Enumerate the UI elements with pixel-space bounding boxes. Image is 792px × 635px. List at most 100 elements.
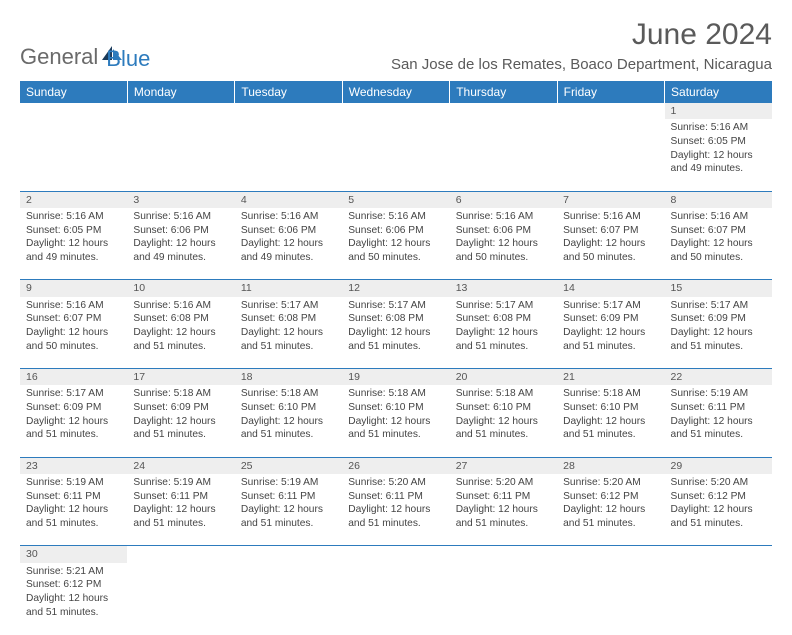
daylight-line: Daylight: 12 hours and 50 minutes. xyxy=(671,237,766,265)
daylight-line: Daylight: 12 hours and 51 minutes. xyxy=(241,503,336,531)
day-number: 7 xyxy=(557,191,664,208)
day-number: 15 xyxy=(665,280,772,297)
calendar-cell xyxy=(557,563,664,635)
daylight-line: Daylight: 12 hours and 51 minutes. xyxy=(348,415,443,443)
sunset-line: Sunset: 6:11 PM xyxy=(348,490,443,504)
daylight-line: Daylight: 12 hours and 51 minutes. xyxy=(133,503,228,531)
day-number: 5 xyxy=(342,191,449,208)
calendar-week-row: Sunrise: 5:21 AMSunset: 6:12 PMDaylight:… xyxy=(20,563,772,635)
daynum-row: 16171819202122 xyxy=(20,369,772,386)
sunrise-line: Sunrise: 5:16 AM xyxy=(133,299,228,313)
sunrise-line: Sunrise: 5:20 AM xyxy=(456,476,551,490)
calendar-cell: Sunrise: 5:20 AMSunset: 6:12 PMDaylight:… xyxy=(557,474,664,546)
day-number: 21 xyxy=(557,369,664,386)
calendar-cell: Sunrise: 5:18 AMSunset: 6:10 PMDaylight:… xyxy=(342,385,449,457)
calendar-cell xyxy=(235,119,342,191)
sunset-line: Sunset: 6:11 PM xyxy=(26,490,121,504)
daylight-line: Daylight: 12 hours and 49 minutes. xyxy=(671,149,766,177)
sunrise-line: Sunrise: 5:20 AM xyxy=(563,476,658,490)
calendar-cell: Sunrise: 5:18 AMSunset: 6:10 PMDaylight:… xyxy=(450,385,557,457)
calendar-week-row: Sunrise: 5:19 AMSunset: 6:11 PMDaylight:… xyxy=(20,474,772,546)
daylight-line: Daylight: 12 hours and 50 minutes. xyxy=(348,237,443,265)
sunrise-line: Sunrise: 5:17 AM xyxy=(671,299,766,313)
day-number: 4 xyxy=(235,191,342,208)
weekday-header: Sunday xyxy=(20,81,127,103)
sunset-line: Sunset: 6:09 PM xyxy=(26,401,121,415)
calendar-cell: Sunrise: 5:17 AMSunset: 6:08 PMDaylight:… xyxy=(342,297,449,369)
day-number xyxy=(127,546,234,563)
day-number: 30 xyxy=(20,546,127,563)
sunrise-line: Sunrise: 5:21 AM xyxy=(26,565,121,579)
calendar-cell xyxy=(450,563,557,635)
daylight-line: Daylight: 12 hours and 50 minutes. xyxy=(26,326,121,354)
sunset-line: Sunset: 6:10 PM xyxy=(348,401,443,415)
sunset-line: Sunset: 6:12 PM xyxy=(26,578,121,592)
logo: General Blue xyxy=(20,28,150,70)
day-number: 2 xyxy=(20,191,127,208)
calendar-cell: Sunrise: 5:17 AMSunset: 6:08 PMDaylight:… xyxy=(450,297,557,369)
weekday-header-row: SundayMondayTuesdayWednesdayThursdayFrid… xyxy=(20,81,772,103)
day-number: 10 xyxy=(127,280,234,297)
weekday-header: Tuesday xyxy=(235,81,342,103)
sunset-line: Sunset: 6:10 PM xyxy=(241,401,336,415)
daylight-line: Daylight: 12 hours and 50 minutes. xyxy=(563,237,658,265)
calendar-cell: Sunrise: 5:19 AMSunset: 6:11 PMDaylight:… xyxy=(127,474,234,546)
day-number: 8 xyxy=(665,191,772,208)
sunset-line: Sunset: 6:08 PM xyxy=(348,312,443,326)
calendar-cell: Sunrise: 5:17 AMSunset: 6:09 PMDaylight:… xyxy=(665,297,772,369)
calendar-cell: Sunrise: 5:17 AMSunset: 6:09 PMDaylight:… xyxy=(557,297,664,369)
sunrise-line: Sunrise: 5:18 AM xyxy=(563,387,658,401)
daylight-line: Daylight: 12 hours and 51 minutes. xyxy=(348,503,443,531)
calendar-week-row: Sunrise: 5:17 AMSunset: 6:09 PMDaylight:… xyxy=(20,385,772,457)
sunset-line: Sunset: 6:09 PM xyxy=(563,312,658,326)
logo-word-general: General xyxy=(20,44,98,70)
day-number: 23 xyxy=(20,457,127,474)
sunset-line: Sunset: 6:08 PM xyxy=(456,312,551,326)
calendar-cell: Sunrise: 5:16 AMSunset: 6:06 PMDaylight:… xyxy=(450,208,557,280)
sunset-line: Sunset: 6:10 PM xyxy=(563,401,658,415)
calendar-week-row: Sunrise: 5:16 AMSunset: 6:05 PMDaylight:… xyxy=(20,119,772,191)
sunset-line: Sunset: 6:11 PM xyxy=(671,401,766,415)
day-number: 18 xyxy=(235,369,342,386)
calendar-cell: Sunrise: 5:19 AMSunset: 6:11 PMDaylight:… xyxy=(20,474,127,546)
sunset-line: Sunset: 6:06 PM xyxy=(241,224,336,238)
sunrise-line: Sunrise: 5:17 AM xyxy=(563,299,658,313)
daylight-line: Daylight: 12 hours and 51 minutes. xyxy=(456,415,551,443)
sunset-line: Sunset: 6:09 PM xyxy=(671,312,766,326)
calendar-cell: Sunrise: 5:18 AMSunset: 6:10 PMDaylight:… xyxy=(235,385,342,457)
day-number: 28 xyxy=(557,457,664,474)
title-block: June 2024 San Jose de los Remates, Boaco… xyxy=(391,18,772,73)
calendar-cell: Sunrise: 5:16 AMSunset: 6:06 PMDaylight:… xyxy=(342,208,449,280)
location-subtitle: San Jose de los Remates, Boaco Departmen… xyxy=(391,56,772,73)
day-number: 14 xyxy=(557,280,664,297)
day-number: 17 xyxy=(127,369,234,386)
day-number: 27 xyxy=(450,457,557,474)
sunrise-line: Sunrise: 5:16 AM xyxy=(671,210,766,224)
calendar-cell: Sunrise: 5:16 AMSunset: 6:07 PMDaylight:… xyxy=(20,297,127,369)
sunrise-line: Sunrise: 5:19 AM xyxy=(133,476,228,490)
daylight-line: Daylight: 12 hours and 51 minutes. xyxy=(133,415,228,443)
calendar-cell: Sunrise: 5:18 AMSunset: 6:10 PMDaylight:… xyxy=(557,385,664,457)
sunrise-line: Sunrise: 5:18 AM xyxy=(241,387,336,401)
sunrise-line: Sunrise: 5:17 AM xyxy=(241,299,336,313)
sunrise-line: Sunrise: 5:16 AM xyxy=(671,121,766,135)
day-number xyxy=(557,103,664,119)
calendar-cell xyxy=(20,119,127,191)
calendar-cell xyxy=(235,563,342,635)
sunset-line: Sunset: 6:06 PM xyxy=(456,224,551,238)
calendar-cell xyxy=(342,119,449,191)
calendar-cell xyxy=(127,563,234,635)
sunrise-line: Sunrise: 5:16 AM xyxy=(241,210,336,224)
logo-word-blue: Blue xyxy=(106,46,150,72)
day-number xyxy=(450,103,557,119)
day-number xyxy=(20,103,127,119)
sunrise-line: Sunrise: 5:16 AM xyxy=(456,210,551,224)
day-number: 3 xyxy=(127,191,234,208)
weekday-header: Saturday xyxy=(665,81,772,103)
day-number xyxy=(665,546,772,563)
daylight-line: Daylight: 12 hours and 51 minutes. xyxy=(456,503,551,531)
calendar-table: SundayMondayTuesdayWednesdayThursdayFrid… xyxy=(20,81,772,635)
sunrise-line: Sunrise: 5:19 AM xyxy=(241,476,336,490)
sunset-line: Sunset: 6:12 PM xyxy=(671,490,766,504)
calendar-cell: Sunrise: 5:18 AMSunset: 6:09 PMDaylight:… xyxy=(127,385,234,457)
